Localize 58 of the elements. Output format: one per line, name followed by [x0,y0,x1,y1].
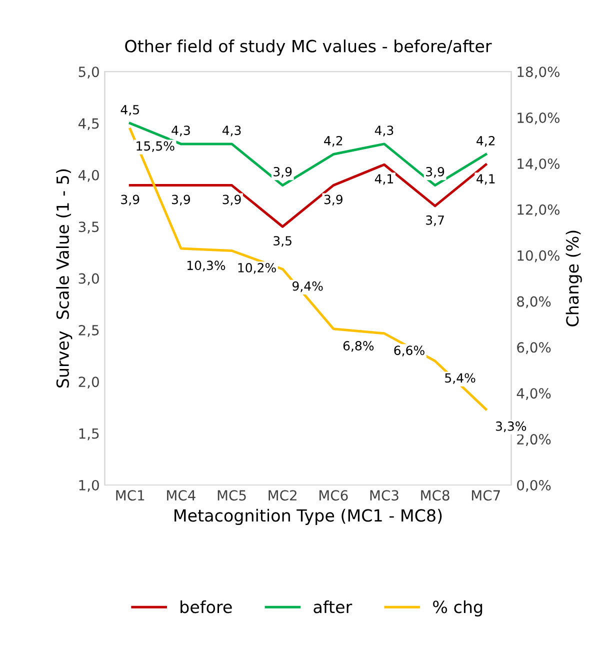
y2-tick-label: 4,0% [516,388,551,400]
data-label: 10,2% [238,262,276,274]
y2-tick-label: 10,0% [518,250,560,262]
data-label: 9,4% [292,281,323,292]
data-label: 4,3 [172,126,190,136]
y-tick-label: 1,5 [79,428,99,440]
x-tick-label: MC4 [167,490,196,501]
x-tick-label: MC6 [320,490,348,501]
x-axis-title: Metacognition Type (MC1 - MC8) [174,508,442,525]
x-tick-label: MC7 [472,490,500,501]
y2-tick-label: 8,0% [517,296,551,308]
y-tick-label: 2,0 [78,376,99,389]
y2-tick-label: 16,0% [518,112,560,124]
y-tick-label: 1,0 [79,480,99,492]
y-tick-label: 5,0 [78,66,99,78]
x-tick-label: MC5 [218,490,246,501]
data-label: 6,6% [394,346,424,356]
legend-label: % chg [433,600,482,616]
data-label: 6,8% [343,341,374,352]
y2-axis-title: Change (%) [566,230,582,326]
x-tick-label: MC8 [421,490,450,501]
x-tick-label: MC3 [370,490,398,501]
y-tick-label: 4,0 [78,170,99,182]
x-tick-label: MC2 [268,490,296,501]
data-label: 4,3 [222,126,241,136]
data-label: 3,9 [222,194,241,206]
y-tick-label: 3,0 [78,273,99,286]
data-label: 10,3% [187,260,226,272]
y-axis-title: Survey Scale Value (1 - 5) [56,169,72,388]
data-label: 4,3 [374,126,394,136]
data-label: 15,5% [136,141,174,152]
y2-tick-label: 0,0% [517,480,551,492]
y2-tick-label: 6,0% [517,342,551,354]
data-label: 3,9 [172,194,190,206]
data-label: 3,3% [496,421,526,432]
legend-label: before [180,600,232,614]
legend-label: after [314,600,352,614]
y2-tick-label: 12,0% [518,204,560,216]
data-label: 4,2 [324,136,342,147]
data-label: 4,1 [374,174,394,185]
data-label: 3,9 [324,194,342,206]
data-label: 4,1 [476,174,495,185]
chart-title: Other field of study MC values - before/after [125,40,492,56]
y-tick-label: 3,5 [78,222,99,234]
data-label: 4,2 [476,136,495,147]
y2-tick-label: 2,0% [517,434,551,446]
y2-tick-label: 18,0% [518,66,560,78]
x-tick-label: MC1 [116,490,144,501]
y-tick-label: 2,5 [78,324,99,337]
data-label: 3,5 [274,236,292,247]
y2-tick-label: 14,0% [518,158,560,170]
data-label: 5,4% [445,373,476,384]
data-label: 3,7 [426,215,444,226]
data-label: 3,9 [274,166,292,178]
data-label: 4,5 [120,105,139,116]
y-tick-label: 4,5 [78,118,99,130]
data-label: 3,9 [121,194,140,206]
data-label: 3,9 [426,166,444,178]
